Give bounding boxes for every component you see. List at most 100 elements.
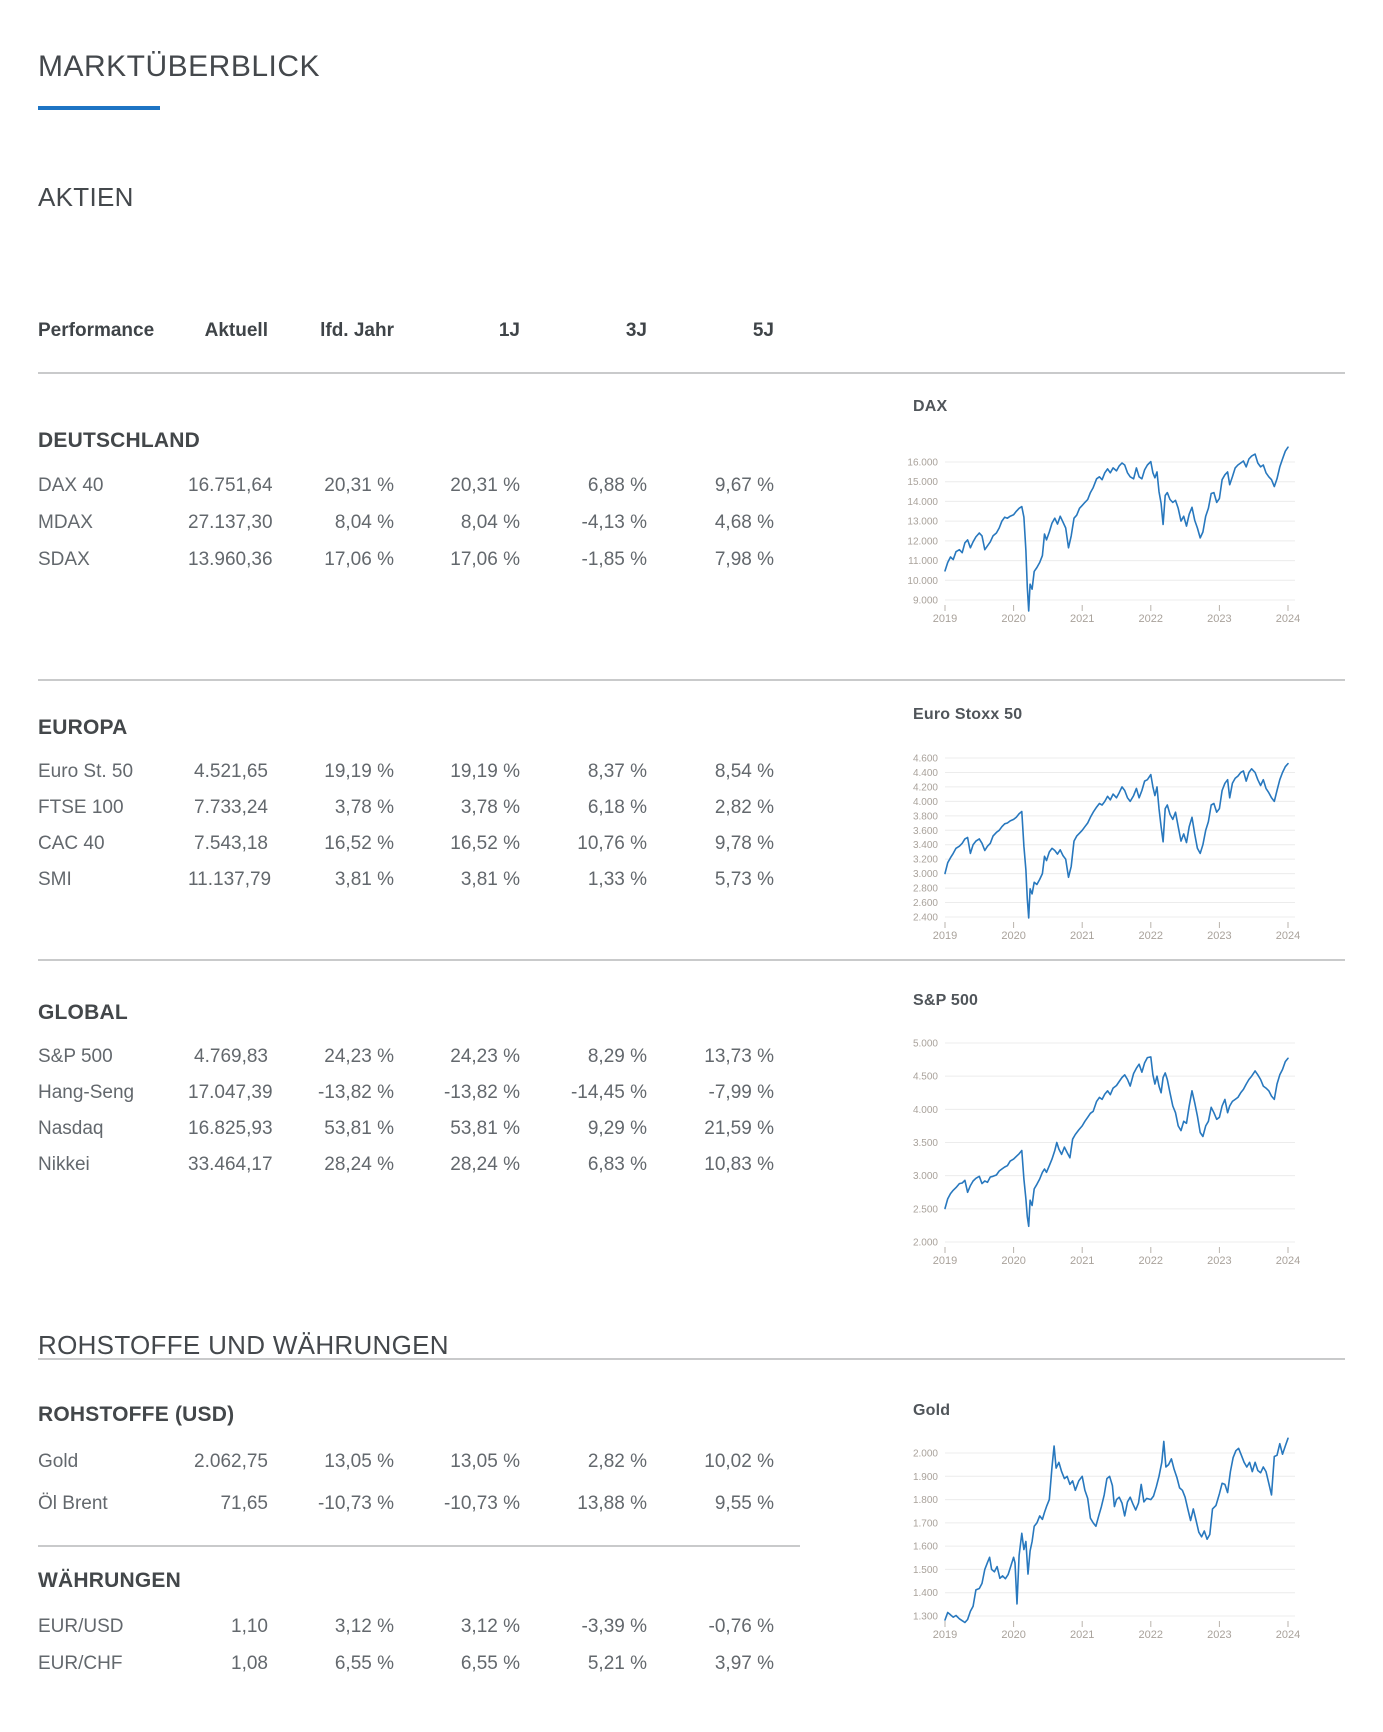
section-rohstoffe: ROHSTOFFE (USD) Gold 2.062,75 13,05 % 13,05… — [38, 1402, 774, 1525]
column-header-performance: Performance — [38, 320, 155, 341]
value-cell: 13,73 % — [704, 1046, 774, 1067]
value-cell: 4,68 % — [714, 511, 774, 533]
svg-text:2021: 2021 — [1070, 1629, 1094, 1641]
svg-text:15.000: 15.000 — [907, 477, 938, 488]
value-cell: 20,31 % — [450, 474, 520, 496]
svg-text:2.400: 2.400 — [913, 913, 938, 924]
table-row: EUR/CHF 1,08 6,55 % 6,55 % 5,21 % 3,97 % — [38, 1645, 774, 1682]
value-cell: 71,65 — [220, 1493, 268, 1514]
accent-underline — [38, 106, 160, 110]
column-header-lfd-jahr: lfd. Jahr — [320, 320, 394, 341]
value-cell: 21,59 % — [704, 1118, 774, 1139]
svg-text:4.500: 4.500 — [913, 1072, 938, 1083]
value-cell: 3,12 % — [460, 1615, 520, 1637]
svg-text:1.500: 1.500 — [913, 1565, 938, 1576]
value-cell: 7.733,24 — [194, 797, 268, 818]
value-cell: 3,81 % — [460, 869, 520, 890]
svg-text:13.000: 13.000 — [907, 517, 938, 528]
section-title: DEUTSCHLAND — [38, 429, 201, 452]
value-cell: 3,97 % — [714, 1652, 774, 1674]
commodities-section-heading: ROHSTOFFE UND WÄHRUNGEN — [38, 1329, 449, 1360]
value-cell: 6,55 % — [334, 1652, 394, 1674]
value-cell: 9,67 % — [714, 474, 774, 496]
value-cell: 13.960,36 — [188, 548, 273, 570]
instrument-label: SMI — [38, 869, 72, 890]
table-row: SDAX 13.960,36 17,06 % 17,06 % -1,85 % 7,98 % — [38, 541, 774, 578]
value-cell: 2.062,75 — [194, 1451, 268, 1472]
value-cell: 10,76 % — [577, 833, 647, 854]
instrument-label: Gold — [38, 1451, 79, 1472]
value-cell: 20,31 % — [324, 474, 394, 496]
value-cell: 16.751,64 — [188, 474, 273, 496]
value-cell: 6,18 % — [587, 797, 647, 818]
instrument-label: Nikkei — [38, 1154, 90, 1175]
value-cell: 24,23 % — [324, 1046, 394, 1067]
table-row: SMI 11.137,79 3,81 % 3,81 % 1,33 % 5,73 % — [38, 862, 774, 898]
svg-text:1.700: 1.700 — [913, 1518, 938, 1529]
svg-text:3.000: 3.000 — [913, 1171, 938, 1182]
svg-text:2021: 2021 — [1070, 1255, 1094, 1267]
value-cell: 1,10 — [231, 1615, 268, 1637]
svg-text:1.300: 1.300 — [913, 1612, 938, 1623]
section-title: GLOBAL — [38, 1001, 128, 1024]
svg-text:3.000: 3.000 — [913, 869, 938, 880]
value-cell: -7,99 % — [708, 1082, 774, 1103]
sp500-line-chart: 5.000 4.500 4.000 3.500 3.000 2.500 2.000 2019 2… — [913, 1039, 1300, 1268]
value-cell: 9,29 % — [587, 1118, 647, 1139]
svg-text:2022: 2022 — [1139, 613, 1163, 625]
svg-text:2023: 2023 — [1207, 613, 1231, 625]
svg-text:1.800: 1.800 — [913, 1495, 938, 1506]
value-cell: 5,73 % — [714, 869, 774, 890]
table-row: Hang-Seng 17.047,39 -13,82 % -13,82 % -14,45… — [38, 1075, 774, 1111]
svg-text:2023: 2023 — [1207, 930, 1231, 942]
eurostoxx-line-chart: 4.600 4.400 4.200 4.000 3.800 3.600 3.400 3.200… — [913, 754, 1300, 943]
value-cell: 4.521,65 — [194, 761, 268, 782]
value-cell: 19,19 % — [450, 761, 520, 782]
section-title: EUROPA — [38, 716, 128, 739]
instrument-label: DAX 40 — [38, 474, 104, 496]
instrument-label: Hang-Seng — [38, 1082, 135, 1103]
value-cell: 4.769,83 — [194, 1046, 268, 1067]
instrument-label: Nasdaq — [38, 1118, 104, 1139]
value-cell: 9,55 % — [714, 1493, 774, 1514]
column-header-5j: 5J — [752, 320, 774, 341]
value-cell: 13,05 % — [450, 1451, 520, 1472]
value-cell: -0,76 % — [708, 1615, 774, 1637]
svg-text:3.200: 3.200 — [913, 855, 938, 866]
svg-text:11.000: 11.000 — [908, 556, 938, 567]
value-cell: 13,05 % — [324, 1451, 394, 1472]
value-cell: 7.543,18 — [194, 833, 268, 854]
table-row: EUR/USD 1,10 3,12 % 3,12 % -3,39 % -0,76 % — [38, 1608, 774, 1645]
value-cell: 3,78 % — [460, 797, 520, 818]
svg-text:2.600: 2.600 — [913, 898, 938, 909]
value-cell: 10,83 % — [704, 1154, 774, 1175]
svg-text:3.800: 3.800 — [913, 811, 938, 822]
table-header-row: Performance Aktuell lfd. Jahr 1J 3J 5J — [38, 312, 774, 350]
value-cell: 6,83 % — [587, 1154, 647, 1175]
instrument-label: EUR/CHF — [38, 1652, 123, 1674]
svg-text:4.000: 4.000 — [913, 1105, 938, 1116]
stocks-section-heading: AKTIEN — [38, 181, 134, 212]
table-row: MDAX 27.137,30 8,04 % 8,04 % -4,13 % 4,68 % — [38, 504, 774, 541]
section-deutschland: DEUTSCHLAND DAX 40 16.751,64 20,31 % 20,31 … — [38, 428, 774, 578]
svg-text:2020: 2020 — [1001, 1255, 1025, 1267]
table-row: Nasdaq 16.825,93 53,81 % 53,81 % 9,29 % 21,59… — [38, 1111, 774, 1147]
table-row: S&P 500 4.769,83 24,23 % 24,23 % 8,29 % 13,73… — [38, 1039, 774, 1075]
value-cell: 28,24 % — [324, 1154, 394, 1175]
value-cell: -3,39 % — [581, 1615, 647, 1637]
value-cell: -1,85 % — [581, 548, 647, 570]
svg-text:2.000: 2.000 — [913, 1238, 938, 1249]
svg-text:10.000: 10.000 — [907, 576, 938, 587]
value-cell: 3,78 % — [334, 797, 394, 818]
gold-line-chart: 2.000 1.900 1.800 1.700 1.600 1.500 1.400 1.300… — [913, 1437, 1300, 1641]
instrument-label: EUR/USD — [38, 1615, 124, 1637]
svg-text:2024: 2024 — [1276, 1255, 1300, 1267]
section-europa: EUROPA Euro St. 50 4.521,65 19,19 % 19,19 %… — [38, 715, 774, 898]
svg-text:2022: 2022 — [1139, 1629, 1163, 1641]
value-cell: 17,06 % — [450, 548, 520, 570]
instrument-label: CAC 40 — [38, 833, 105, 854]
table-row: DAX 40 16.751,64 20,31 % 20,31 % 6,88 % 9,67 … — [38, 467, 774, 504]
instrument-label: MDAX — [38, 511, 93, 533]
svg-text:2023: 2023 — [1207, 1629, 1231, 1641]
chart-title-eurostoxx: Euro Stoxx 50 — [913, 706, 1023, 723]
